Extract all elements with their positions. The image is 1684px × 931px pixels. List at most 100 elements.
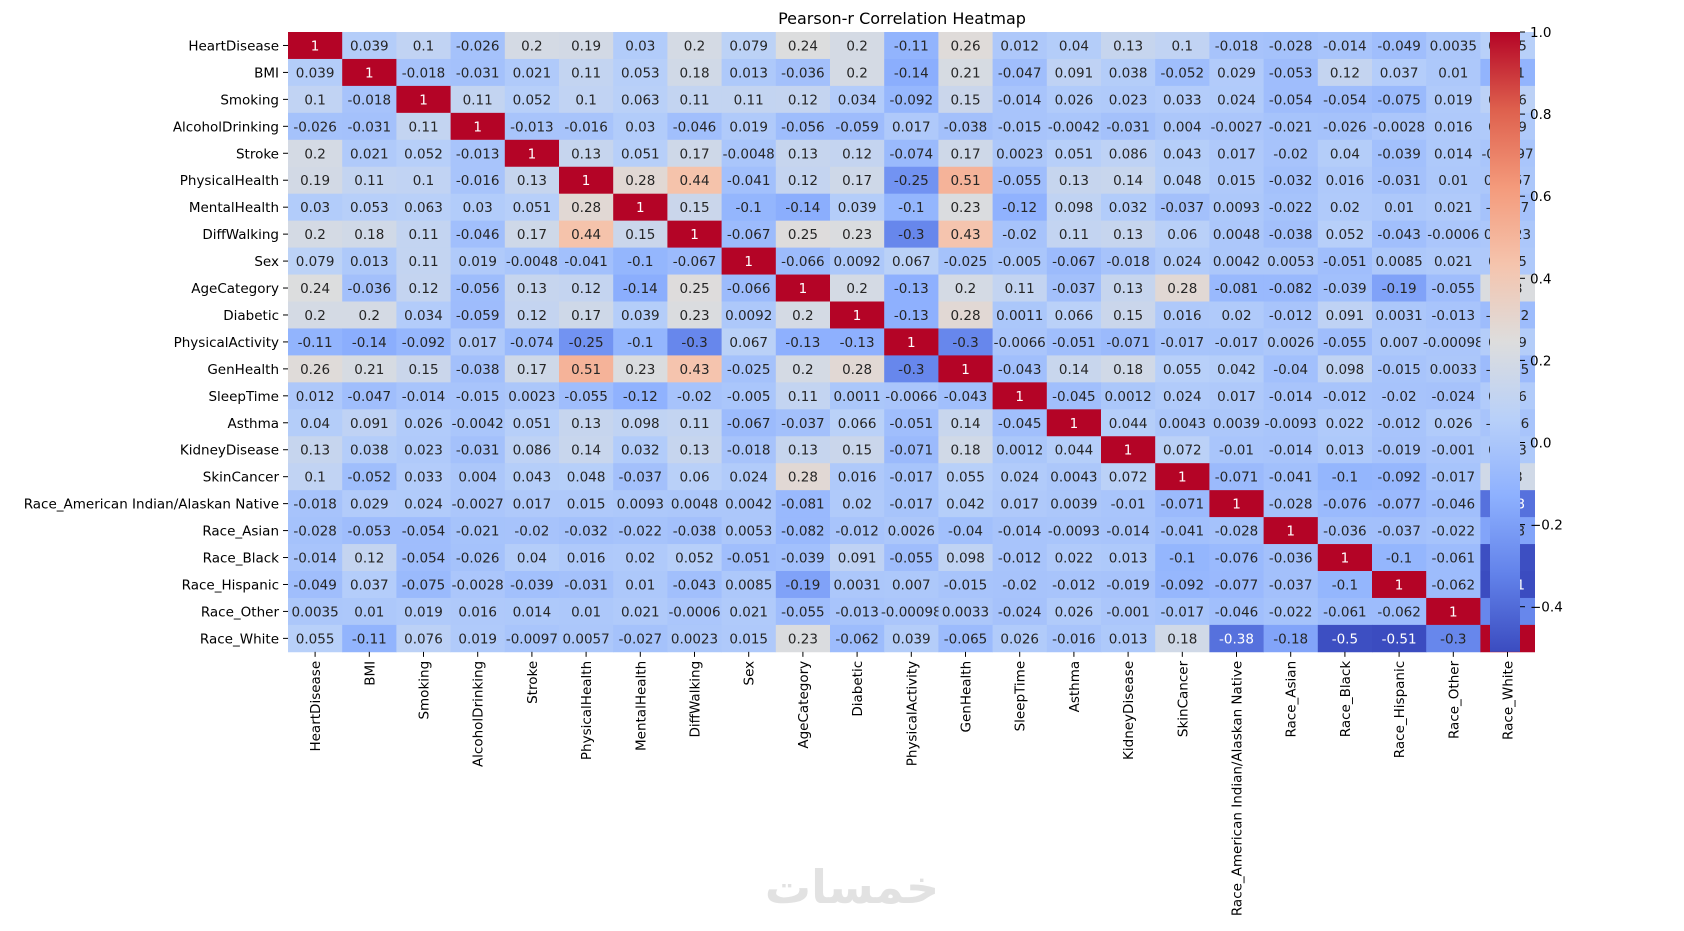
heatmap-cell: [1317, 544, 1373, 572]
cell-value-label: 1: [1449, 604, 1458, 620]
cell-value-label: 0.2: [304, 227, 325, 243]
heatmap-cell: [1372, 139, 1427, 168]
heatmap-cell: [1263, 301, 1319, 329]
cell-value-label: 0.014: [513, 604, 552, 620]
cell-value-label: -0.028: [1269, 38, 1313, 54]
heatmap-cell: [1317, 409, 1373, 437]
heatmap-cell: [884, 32, 939, 60]
cell-value-label: -0.055: [781, 604, 825, 620]
cell-value-label: -0.037: [1377, 524, 1421, 540]
heatmap-cell: [775, 544, 831, 572]
heatmap-cell: [342, 517, 397, 545]
cell-value-label: -0.14: [623, 281, 658, 297]
cell-value-label: -0.25: [894, 173, 929, 189]
cell-value-label: 0.017: [458, 335, 497, 351]
cell-value-label: 0.026: [1055, 604, 1094, 620]
heatmap-cell: [1317, 220, 1373, 248]
cell-value-label: -0.018: [348, 92, 392, 108]
cell-value-label: 1: [961, 362, 970, 378]
cell-value-label: -0.027: [619, 631, 663, 647]
cell-value-label: 0.11: [463, 92, 493, 108]
cell-value-label: -0.01: [1111, 497, 1146, 513]
cell-value-label: 0.0048: [1213, 227, 1260, 243]
heatmap-cell: [1101, 571, 1156, 599]
cell-value-label: -0.032: [564, 524, 608, 540]
heatmap-cell: [992, 544, 1048, 572]
heatmap-cell: [613, 32, 668, 60]
heatmap-cell: [1263, 382, 1319, 410]
cell-value-label: -0.19: [785, 577, 820, 593]
cell-value-label: -0.031: [456, 443, 500, 459]
cell-value-label: 0.0053: [1267, 254, 1314, 270]
heatmap-cell: [288, 247, 343, 275]
heatmap-cell: [1101, 32, 1156, 60]
heatmap-cell: [1046, 328, 1102, 356]
cell-value-label: 0.23: [950, 200, 980, 216]
heatmap-cell: [1426, 301, 1481, 329]
cell-value-label: -0.3: [898, 362, 924, 378]
cell-value-label: -0.016: [564, 119, 608, 135]
cell-value-label: 0.12: [408, 281, 438, 297]
heatmap-cell: [1426, 571, 1481, 599]
heatmap-cell: [504, 247, 560, 275]
cell-value-label: 0.039: [350, 38, 389, 54]
heatmap-cell: [1155, 463, 1210, 491]
heatmap-cell: [1263, 166, 1319, 195]
heatmap-cell: [667, 624, 722, 653]
cell-value-label: 0.21: [354, 362, 384, 378]
cell-value-label: 0.055: [946, 470, 985, 486]
heatmap-cell: [613, 220, 668, 248]
cell-value-label: -0.017: [890, 470, 934, 486]
cell-value-label: 0.021: [729, 604, 768, 620]
heatmap-cell: [992, 247, 1048, 275]
heatmap-cell: [1426, 436, 1481, 464]
colorbar-tick-label: 0.8: [1530, 107, 1551, 123]
heatmap-cell: [667, 490, 722, 518]
heatmap-cell: [1101, 517, 1156, 545]
column-label: Race_Hispanic: [1392, 661, 1408, 758]
cell-value-label: -0.026: [456, 551, 500, 567]
cell-value-label: 0.15: [842, 443, 872, 459]
heatmap-cell: [830, 436, 885, 464]
cell-value-label: 0.0092: [725, 308, 772, 324]
cell-value-label: 0.055: [296, 631, 335, 647]
heatmap-cell: [775, 490, 831, 518]
cell-value-label: 0.043: [1163, 146, 1202, 162]
cell-value-label: 0.23: [842, 227, 872, 243]
cell-value-label: 1: [473, 119, 482, 135]
row-label: BMI: [254, 65, 279, 81]
cell-value-label: 1: [1070, 416, 1079, 432]
heatmap-cell: [1046, 58, 1102, 87]
cell-value-label: -0.055: [1432, 281, 1476, 297]
cell-value-label: 0.019: [458, 631, 497, 647]
heatmap-cell: [1426, 597, 1481, 626]
heatmap-cell: [992, 328, 1048, 356]
heatmap-cell: [884, 436, 939, 464]
cell-value-label: 0.012: [1000, 38, 1039, 54]
heatmap-cell: [938, 85, 993, 114]
cell-value-label: -0.036: [781, 65, 825, 81]
heatmap-cell: [1372, 112, 1427, 141]
heatmap-cell: [396, 301, 451, 329]
cell-value-label: 0.021: [350, 146, 389, 162]
heatmap-cell: [1263, 571, 1319, 599]
cell-value-label: 0.12: [788, 173, 818, 189]
cell-value-label: -0.038: [1269, 227, 1313, 243]
heatmap-cell: [1155, 624, 1210, 653]
heatmap-cell: [938, 624, 993, 653]
cell-value-label: -0.074: [890, 146, 934, 162]
heatmap-cell: [1372, 58, 1427, 87]
cell-value-label: 0.013: [729, 65, 768, 81]
heatmap-cell: [938, 436, 993, 464]
cell-value-label: -0.075: [1377, 92, 1421, 108]
heatmap-cell: [1372, 544, 1427, 572]
heatmap-cell: [1046, 139, 1102, 168]
column-label: MentalHealth: [633, 661, 649, 751]
heatmap-cell: [1263, 139, 1319, 168]
cell-value-label: -0.049: [1377, 38, 1421, 54]
cell-value-label: -0.051: [1052, 335, 1096, 351]
heatmap-cell: [288, 274, 343, 302]
heatmap-cell: [1426, 247, 1481, 275]
cell-value-label: 0.055: [1163, 362, 1202, 378]
heatmap-cell: [504, 220, 560, 248]
